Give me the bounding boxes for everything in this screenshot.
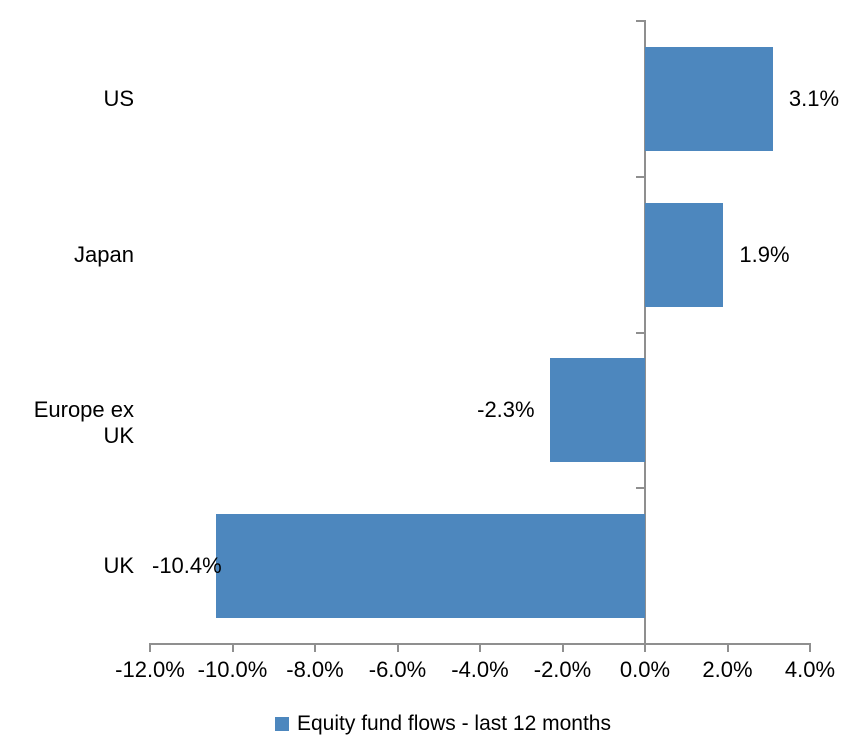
value-label: -2.3%: [477, 397, 535, 423]
value-label: 3.1%: [788, 85, 840, 111]
x-axis-tick: [314, 643, 316, 652]
x-axis-tick: [809, 643, 811, 652]
category-label: Europe ex UK: [33, 397, 134, 449]
value-label: -10.4%: [152, 553, 222, 579]
category-label: Japan: [74, 241, 134, 267]
category-axis-line: [644, 20, 646, 652]
x-axis-tick: [644, 643, 646, 652]
x-axis-tick: [479, 643, 481, 652]
x-axis-tick-label: -6.0%: [368, 657, 427, 682]
category-axis-tick: [636, 643, 644, 645]
bar-europe-ex-uk: [550, 358, 645, 463]
category-label: US: [103, 85, 134, 111]
x-axis-tick-label: -12.0%: [115, 657, 185, 682]
x-axis-tick-label: 2.0%: [702, 657, 753, 682]
x-axis-tick: [231, 643, 234, 652]
x-axis-tick-label: -4.0%: [451, 657, 509, 682]
x-axis-tick-label: 4.0%: [784, 657, 836, 682]
x-axis-tick-label: -2.0%: [533, 657, 592, 682]
legend-label: Equity fund flows - last 12 months: [297, 712, 611, 735]
value-label: 1.9%: [739, 241, 790, 267]
category-axis-tick: [636, 175, 644, 178]
bar-us: [645, 46, 773, 151]
x-axis-tick: [149, 643, 151, 652]
bar-japan: [645, 202, 724, 307]
legend: Equity fund flows - last 12 months: [0, 705, 852, 741]
category-axis-tick: [636, 20, 644, 22]
x-axis-tick: [396, 643, 399, 652]
x-axis-tick-label: -8.0%: [286, 657, 344, 682]
x-axis-tick: [561, 643, 564, 652]
category-axis-tick: [636, 487, 644, 490]
bar-uk: [216, 514, 645, 619]
x-axis-tick-label: -10.0%: [197, 657, 268, 682]
plot-area: -12.0% -10.0% -8.0% -6.0% -4.0% -2.0% 0.0% 2.0%…: [33, 20, 840, 682]
x-axis-tick: [726, 643, 729, 652]
x-axis-tick-label: 0.0%: [619, 657, 671, 682]
legend-swatch-icon: [275, 717, 289, 731]
category-label: UK: [103, 553, 134, 579]
category-axis-tick: [636, 331, 644, 334]
